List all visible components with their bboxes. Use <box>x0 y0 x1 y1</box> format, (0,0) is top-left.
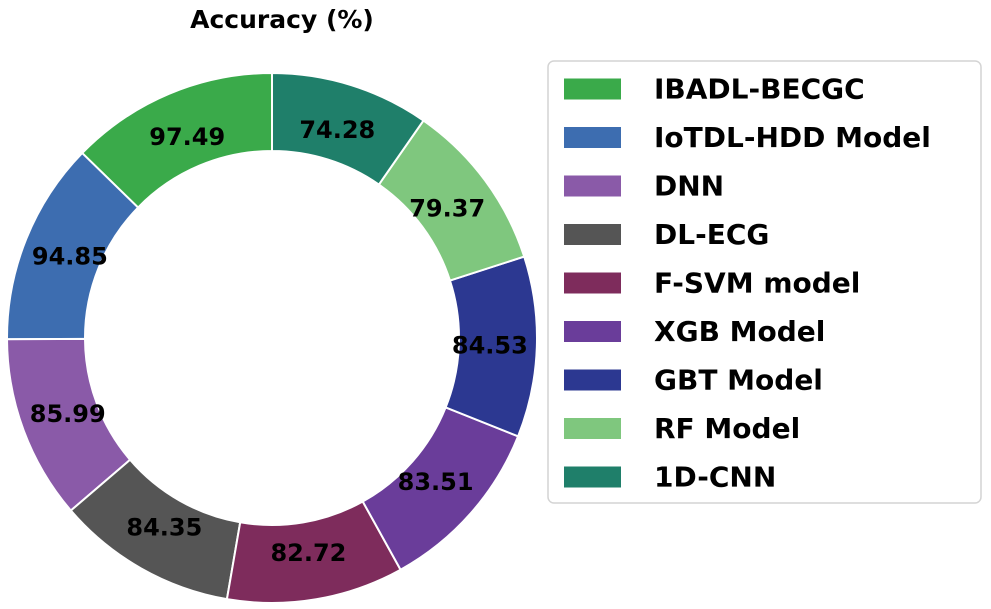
value-label: 74.28 <box>299 116 375 144</box>
legend-swatch <box>564 418 621 439</box>
legend: IBADL-BECGC IoTDL-HDD Model DNN DL-ECG F-SVM… <box>547 60 982 504</box>
legend-swatch <box>564 224 621 245</box>
legend-label: F-SVM model <box>654 267 860 300</box>
value-label: 97.49 <box>149 123 225 151</box>
chart-title: Accuracy (%) <box>190 5 374 34</box>
legend-label: DL-ECG <box>654 218 769 251</box>
legend-swatch <box>564 78 621 100</box>
legend-swatch <box>564 321 621 342</box>
donut-slices <box>5 71 538 604</box>
value-label: 79.37 <box>409 194 485 222</box>
legend-item: DL-ECG <box>564 218 769 251</box>
value-label: 83.51 <box>398 468 474 496</box>
legend-swatch <box>564 466 621 488</box>
legend-item: XGB Model <box>564 315 825 348</box>
legend-item: RF Model <box>564 412 800 445</box>
legend-label: GBT Model <box>654 364 823 397</box>
legend-label: 1D-CNN <box>654 461 776 494</box>
legend-label: RF Model <box>654 412 800 445</box>
value-label: 84.35 <box>126 514 202 542</box>
value-label: 84.53 <box>452 331 528 359</box>
legend-item: IoTDL-HDD Model <box>564 121 931 154</box>
legend-swatch <box>564 369 621 391</box>
legend-label: XGB Model <box>654 315 825 348</box>
legend-label: IoTDL-HDD Model <box>654 121 931 154</box>
value-labels: 97.49 94.85 85.99 84.35 82.72 83.51 84.53 79.37… <box>30 116 528 567</box>
legend-item: IBADL-BECGC <box>564 73 865 106</box>
legend-item: DNN <box>564 170 724 203</box>
legend-item: F-SVM model <box>564 267 860 300</box>
legend-item: 1D-CNN <box>564 461 776 494</box>
value-label: 94.85 <box>32 242 108 270</box>
legend-swatch <box>564 175 621 197</box>
value-label: 85.99 <box>30 400 106 428</box>
value-label: 82.72 <box>270 539 346 567</box>
legend-label: DNN <box>654 170 724 203</box>
slice-1d-cnn <box>271 71 425 186</box>
legend-frame <box>547 60 982 504</box>
legend-item: GBT Model <box>564 364 823 397</box>
legend-swatch <box>564 127 621 148</box>
legend-swatch <box>564 272 621 294</box>
legend-label: IBADL-BECGC <box>654 73 865 106</box>
